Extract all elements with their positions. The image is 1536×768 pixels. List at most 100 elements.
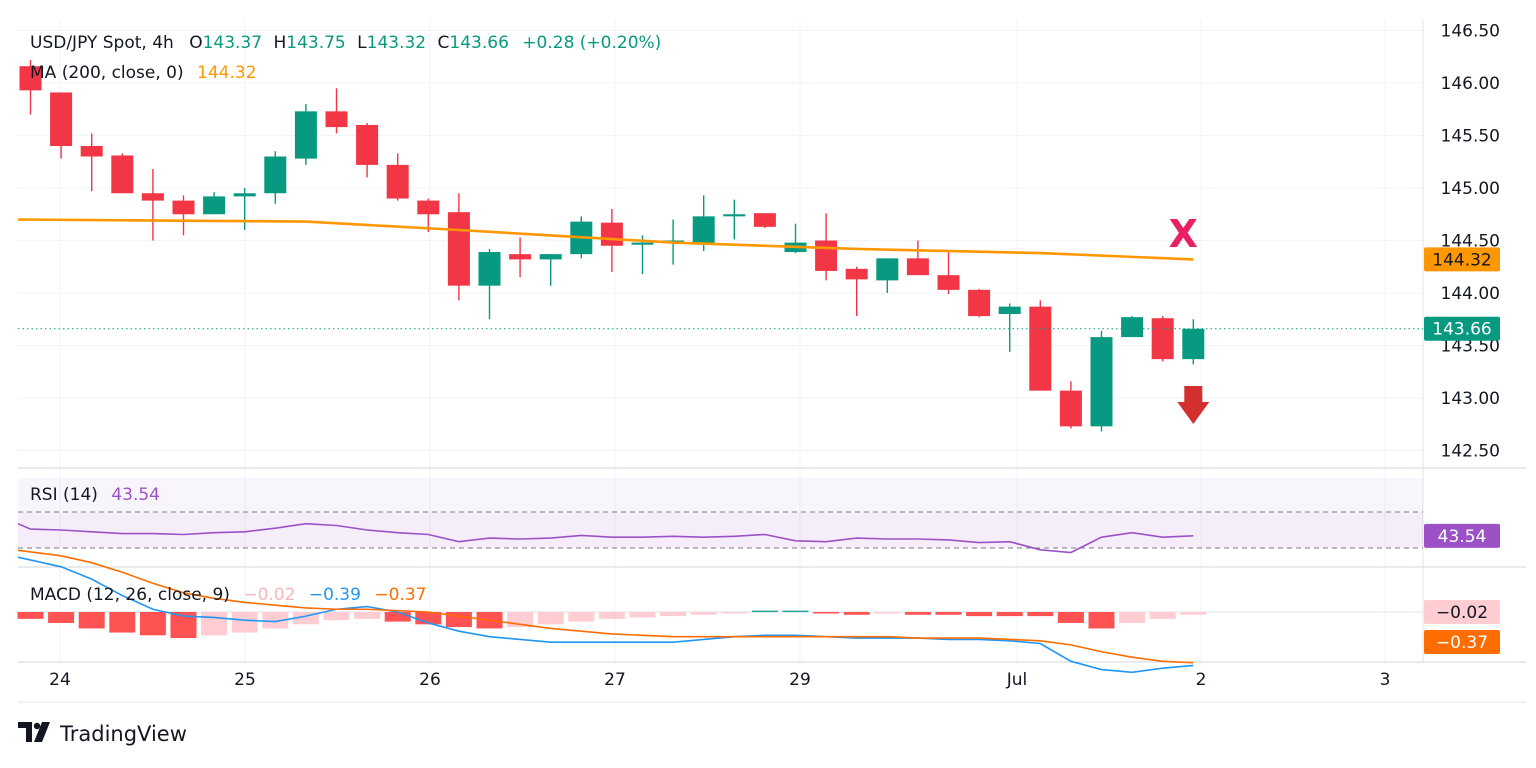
- macd-histogram-bar[interactable]: [568, 612, 595, 622]
- candle-body[interactable]: [815, 240, 838, 271]
- candle[interactable]: [233, 188, 256, 230]
- candle[interactable]: [417, 198, 440, 233]
- candle[interactable]: [478, 248, 501, 320]
- macd-histogram-bar[interactable]: [629, 612, 656, 618]
- macd-histogram-bar[interactable]: [782, 610, 809, 613]
- macd-histogram-bar[interactable]: [598, 612, 625, 619]
- ma-legend[interactable]: MA (200, close, 0) 144.32: [30, 63, 257, 83]
- candle[interactable]: [264, 151, 287, 204]
- candle[interactable]: [172, 195, 195, 236]
- candle-body[interactable]: [753, 213, 776, 227]
- macd-histogram-bar[interactable]: [690, 612, 717, 615]
- candle-body[interactable]: [937, 275, 960, 290]
- macd-legend[interactable]: MACD (12, 26, close, 9) −0.02 −0.39 −0.3…: [30, 585, 426, 605]
- macd-histogram-bar[interactable]: [935, 612, 962, 615]
- candle-body[interactable]: [264, 156, 287, 194]
- macd-histogram-bar[interactable]: [1149, 612, 1176, 619]
- candle-body[interactable]: [631, 242, 654, 245]
- macd-histogram-bar[interactable]: [813, 612, 840, 614]
- macd-histogram-bar[interactable]: [17, 612, 44, 619]
- macd-histogram-bar[interactable]: [1119, 612, 1146, 623]
- macd-histogram-bar[interactable]: [996, 612, 1023, 617]
- macd-histogram-bar[interactable]: [109, 612, 136, 633]
- macd-histogram-bar[interactable]: [1180, 612, 1207, 615]
- macd-histogram-bar[interactable]: [874, 612, 901, 614]
- candle-body[interactable]: [968, 289, 991, 317]
- macd-histogram-bar[interactable]: [1057, 612, 1084, 623]
- macd-histogram-bar[interactable]: [48, 612, 75, 623]
- macd-histogram-bar[interactable]: [231, 612, 258, 633]
- macd-line[interactable]: [17, 556, 1194, 674]
- macd-histogram-bar[interactable]: [384, 612, 411, 622]
- candle[interactable]: [50, 92, 73, 159]
- candle-body[interactable]: [50, 92, 73, 146]
- candle[interactable]: [1151, 316, 1174, 362]
- candle-body[interactable]: [80, 146, 103, 157]
- legend-symbol[interactable]: USD/JPY Spot, 4h: [30, 33, 174, 53]
- macd-histogram-bar[interactable]: [262, 612, 289, 629]
- candle[interactable]: [937, 251, 960, 295]
- candle-body[interactable]: [417, 200, 440, 215]
- candle[interactable]: [692, 195, 715, 251]
- candle-body[interactable]: [1059, 390, 1082, 427]
- candle-body[interactable]: [723, 214, 746, 217]
- rsi-legend[interactable]: RSI (14) 43.54: [30, 485, 160, 505]
- macd-histogram-bar[interactable]: [78, 612, 105, 629]
- candle[interactable]: [111, 153, 134, 194]
- candle[interactable]: [356, 122, 379, 178]
- candle-body[interactable]: [845, 268, 868, 280]
- candle[interactable]: [539, 254, 562, 286]
- candle-body[interactable]: [478, 252, 501, 286]
- candle-body[interactable]: [172, 200, 195, 215]
- macd-histogram-bar[interactable]: [904, 612, 931, 615]
- candle-body[interactable]: [539, 254, 562, 260]
- candle[interactable]: [998, 303, 1021, 352]
- candle[interactable]: [1059, 381, 1082, 429]
- candle[interactable]: [203, 192, 226, 215]
- candle[interactable]: [1029, 300, 1052, 391]
- candle-body[interactable]: [692, 216, 715, 244]
- candle[interactable]: [80, 133, 103, 192]
- macd-histogram-bar[interactable]: [201, 612, 228, 636]
- candle-body[interactable]: [356, 125, 379, 165]
- macd-histogram-bar[interactable]: [721, 612, 748, 614]
- candle[interactable]: [845, 266, 868, 317]
- macd-histogram-bar[interactable]: [323, 612, 350, 621]
- candle[interactable]: [968, 288, 991, 318]
- candle-body[interactable]: [141, 193, 164, 201]
- candle-body[interactable]: [19, 66, 42, 91]
- candle[interactable]: [1090, 330, 1113, 432]
- macd-histogram-bar[interactable]: [966, 612, 993, 617]
- candle[interactable]: [753, 213, 776, 228]
- candle[interactable]: [723, 199, 746, 240]
- signal-line[interactable]: [17, 549, 1194, 664]
- candle-body[interactable]: [386, 164, 409, 199]
- candle[interactable]: [386, 153, 409, 201]
- macd-histogram-bar[interactable]: [751, 610, 778, 613]
- price-pane[interactable]: [17, 59, 1423, 432]
- candle[interactable]: [509, 237, 532, 278]
- macd-histogram-bar[interactable]: [843, 612, 870, 615]
- candle-body[interactable]: [325, 111, 348, 128]
- candle-body[interactable]: [1029, 306, 1052, 391]
- macd-pane[interactable]: [17, 549, 1424, 674]
- footer-brand[interactable]: TradingView: [18, 720, 187, 748]
- macd-histogram-bar[interactable]: [1088, 612, 1115, 629]
- rsi-line[interactable]: [17, 522, 1194, 554]
- candle-body[interactable]: [233, 193, 256, 197]
- candle-body[interactable]: [447, 212, 470, 286]
- macd-histogram-bar[interactable]: [354, 612, 381, 619]
- macd-histogram-bar[interactable]: [660, 612, 687, 617]
- candle-body[interactable]: [600, 222, 623, 246]
- macd-histogram-bar[interactable]: [1027, 612, 1054, 617]
- candle[interactable]: [906, 240, 929, 276]
- candle[interactable]: [876, 258, 899, 293]
- candle[interactable]: [1121, 316, 1144, 338]
- candle-body[interactable]: [1090, 337, 1113, 427]
- candle-body[interactable]: [1151, 318, 1174, 360]
- candle-body[interactable]: [509, 254, 532, 260]
- candle[interactable]: [141, 169, 164, 241]
- candle[interactable]: [294, 104, 317, 165]
- candle[interactable]: [1182, 319, 1205, 365]
